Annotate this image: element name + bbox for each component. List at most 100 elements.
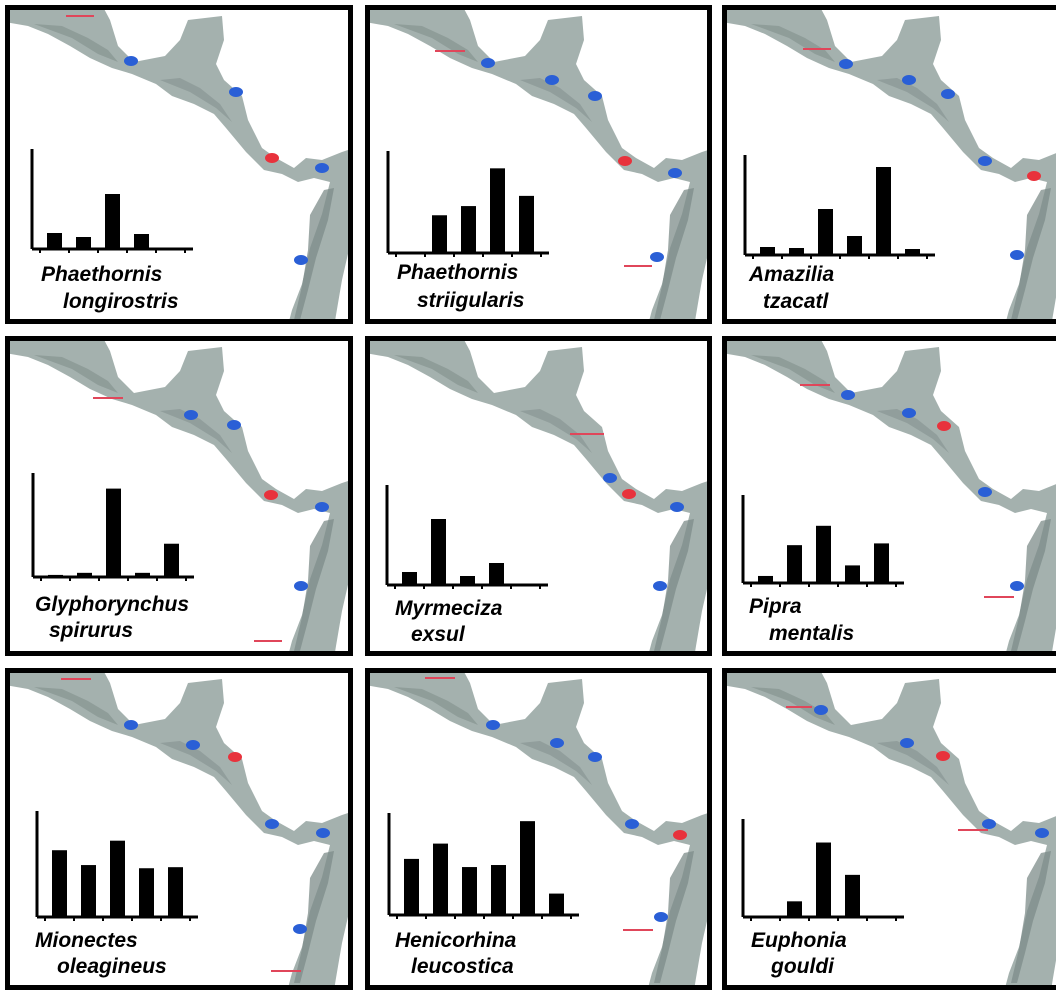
site-marker: [1035, 828, 1049, 838]
frequency-bar: [402, 572, 417, 585]
species-panel: Euphonia gouldi: [722, 668, 1056, 990]
andes-ridge: [294, 519, 334, 651]
andes-ridge: [294, 851, 334, 983]
frequency-bar: [81, 865, 96, 917]
panel-graphic: [727, 673, 1056, 985]
site-marker: [588, 752, 602, 762]
mexico-highlands: [394, 687, 478, 725]
species-panel: Phaethornis longirostris: [5, 5, 353, 324]
frequency-bar: [139, 868, 154, 917]
site-marker: [978, 487, 992, 497]
frequency-bar: [460, 576, 475, 585]
highlighted-site-marker: [228, 752, 242, 762]
central-highlands: [160, 741, 232, 785]
central-america-map: [370, 10, 707, 319]
frequency-bar: [787, 545, 802, 583]
land-mass: [10, 10, 348, 319]
site-marker: [186, 740, 200, 750]
highlighted-site-marker: [673, 830, 687, 840]
andes-ridge: [1011, 188, 1051, 319]
site-marker: [654, 912, 668, 922]
inset-bar-chart: [741, 495, 904, 587]
species-genus-label: Amazilia: [749, 263, 835, 286]
mexico-highlands: [394, 24, 478, 62]
andes-ridge: [1011, 851, 1051, 983]
frequency-bar: [491, 865, 506, 915]
frequency-bar: [758, 575, 773, 583]
frequency-bar: [76, 237, 91, 249]
land-mass: [10, 341, 348, 651]
central-highlands: [877, 741, 949, 785]
inset-bar-chart: [743, 155, 935, 259]
site-marker: [184, 410, 198, 420]
species-genus-label: Glyphorynchus: [35, 593, 190, 616]
species-panel: Phaethornis striigularis: [365, 5, 712, 324]
frequency-bar: [47, 233, 62, 249]
frequency-bar: [845, 565, 860, 583]
frequency-bar: [404, 858, 419, 915]
site-marker: [603, 473, 617, 483]
frequency-bar: [816, 842, 831, 917]
frequency-bar: [845, 874, 860, 917]
frequency-bar: [874, 543, 889, 583]
frequency-bar: [489, 563, 504, 585]
frequency-bar: [106, 488, 121, 577]
central-highlands: [877, 409, 949, 453]
inset-bar-chart: [386, 151, 549, 257]
site-marker: [839, 59, 853, 69]
mexico-highlands: [34, 687, 118, 725]
site-marker: [486, 720, 500, 730]
central-america-map: [370, 341, 707, 651]
site-marker: [545, 75, 559, 85]
frequency-bar: [519, 195, 534, 253]
site-marker: [294, 255, 308, 265]
species-epithet-label: tzacatl: [763, 290, 829, 313]
species-epithet-label: leucostica: [411, 955, 514, 978]
inset-bar-chart: [30, 149, 193, 253]
site-marker: [1010, 581, 1024, 591]
central-america-map: [727, 10, 1056, 319]
andes-ridge: [654, 851, 694, 983]
site-marker: [229, 87, 243, 97]
site-marker: [982, 819, 996, 829]
highlighted-site-marker: [1027, 171, 1041, 181]
frequency-bar: [432, 215, 447, 253]
site-marker: [978, 156, 992, 166]
frequency-bar: [905, 249, 920, 255]
frequency-bar: [787, 901, 802, 917]
frequency-bar: [490, 168, 505, 253]
land-mass: [370, 10, 707, 319]
central-highlands: [520, 409, 592, 453]
inset-bar-chart: [387, 813, 579, 919]
mexico-highlands: [394, 355, 478, 393]
frequency-bar: [164, 543, 179, 577]
land-mass: [370, 673, 707, 985]
site-marker: [315, 163, 329, 173]
frequency-bar: [549, 893, 564, 915]
site-marker: [588, 91, 602, 101]
species-epithet-label: gouldi: [771, 955, 834, 978]
central-highlands: [160, 78, 232, 122]
central-america-map: [370, 673, 707, 985]
site-marker: [902, 408, 916, 418]
site-marker: [550, 738, 564, 748]
frequency-bar: [431, 519, 446, 585]
central-america-map: [727, 341, 1056, 651]
land-mass: [370, 341, 707, 651]
central-highlands: [877, 78, 949, 122]
species-genus-label: Pipra: [749, 595, 802, 618]
site-marker: [625, 819, 639, 829]
panel-graphic: [370, 341, 707, 651]
inset-bar-chart: [741, 819, 904, 921]
species-genus-label: Mionectes: [35, 929, 138, 952]
frequency-bar: [135, 572, 150, 577]
frequency-bar: [105, 194, 120, 249]
species-epithet-label: spirurus: [49, 619, 134, 642]
frequency-bar: [847, 236, 862, 255]
frequency-bar: [77, 572, 92, 577]
mexico-highlands: [751, 687, 835, 725]
frequency-bar: [110, 840, 125, 917]
highlighted-site-marker: [265, 153, 279, 163]
site-marker: [293, 924, 307, 934]
